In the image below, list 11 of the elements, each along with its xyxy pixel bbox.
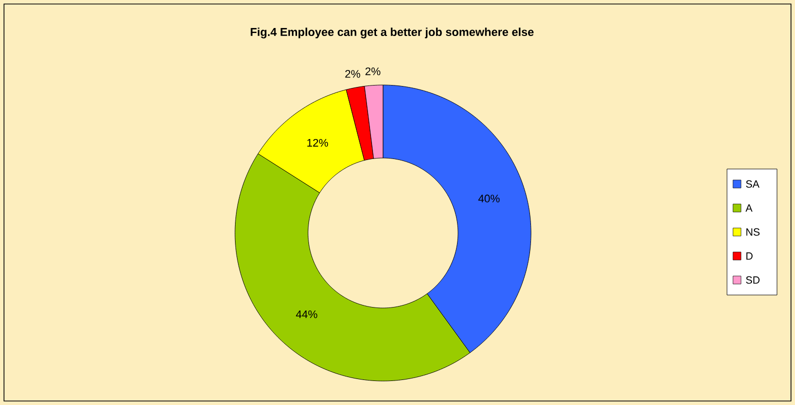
data-label: 44% xyxy=(296,310,318,318)
data-label: 2% xyxy=(365,67,380,76)
data-label: 12% xyxy=(307,138,328,147)
legend-label: SD xyxy=(746,276,760,284)
legend-label: A xyxy=(746,204,752,212)
legend-label: NS xyxy=(746,228,760,236)
chart-title: Fig.4 Employee can get a better job somewhere else xyxy=(250,28,534,38)
legend-label: SA xyxy=(746,180,760,188)
data-label: 2% xyxy=(345,70,360,78)
data-label: 40% xyxy=(478,194,500,202)
legend-label: D xyxy=(746,252,753,260)
